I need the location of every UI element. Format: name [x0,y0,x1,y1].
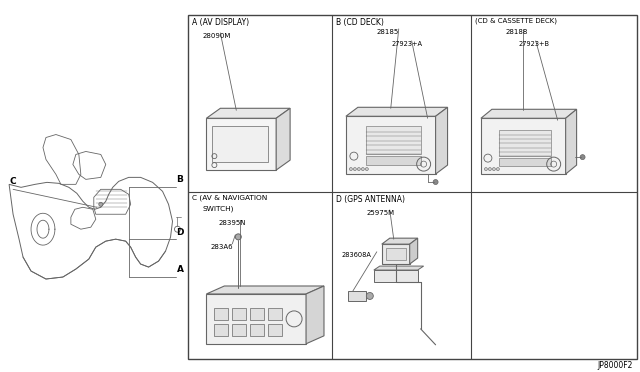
Bar [366,156,420,165]
Polygon shape [206,118,276,170]
Text: 25975M: 25975M [367,210,395,216]
Circle shape [433,180,438,185]
Text: D (GPS ANTENNA): D (GPS ANTENNA) [336,195,405,204]
Polygon shape [206,294,306,344]
Bar [250,308,264,320]
Polygon shape [481,118,566,174]
Text: SWITCH): SWITCH) [202,206,234,212]
Text: B (CD DECK): B (CD DECK) [336,18,384,27]
Bar [232,308,246,320]
Text: B: B [177,175,184,185]
Polygon shape [481,109,577,118]
Polygon shape [566,109,577,174]
Circle shape [366,292,373,299]
Bar [386,248,406,260]
Text: A: A [177,265,184,274]
Polygon shape [410,238,418,264]
Text: (CD & CASSETTE DECK): (CD & CASSETTE DECK) [475,18,557,25]
Polygon shape [346,116,436,174]
Text: 28188: 28188 [506,29,528,35]
Text: A (AV DISPLAY): A (AV DISPLAY) [193,18,250,27]
Circle shape [349,168,353,171]
Circle shape [488,168,492,171]
Text: 28395N: 28395N [218,220,246,226]
Bar [188,15,637,359]
Polygon shape [374,266,424,270]
Circle shape [99,202,103,206]
Polygon shape [346,107,447,116]
Bar [499,130,550,156]
Bar [212,126,268,162]
Circle shape [357,168,360,171]
Circle shape [580,155,585,160]
Text: 27923+B: 27923+B [519,41,550,47]
Circle shape [497,168,499,171]
Text: C (AV & NAVIGATION: C (AV & NAVIGATION [193,195,268,202]
Bar [366,126,420,154]
Text: 27923+A: 27923+A [392,41,423,47]
Polygon shape [436,107,447,174]
Polygon shape [382,238,418,244]
Circle shape [492,168,495,171]
Text: C: C [9,177,16,186]
Text: 283608A: 283608A [342,252,372,258]
Circle shape [236,234,241,240]
Bar [214,308,228,320]
Polygon shape [206,108,290,118]
Bar [348,291,366,301]
Polygon shape [276,108,290,170]
Text: D: D [177,228,184,237]
Text: 283A6: 283A6 [211,244,233,250]
Bar [250,324,264,336]
Bar [499,158,550,166]
Text: 28090M: 28090M [202,33,231,39]
Bar [268,308,282,320]
Text: 28185: 28185 [377,29,399,35]
Polygon shape [206,286,324,294]
Text: JP8000F2: JP8000F2 [598,361,633,370]
Circle shape [484,168,488,171]
Polygon shape [306,286,324,344]
Bar [214,324,228,336]
Polygon shape [374,270,418,282]
Polygon shape [382,244,410,264]
Circle shape [353,168,356,171]
Bar [232,324,246,336]
Circle shape [365,168,369,171]
Circle shape [362,168,364,171]
Bar [268,324,282,336]
